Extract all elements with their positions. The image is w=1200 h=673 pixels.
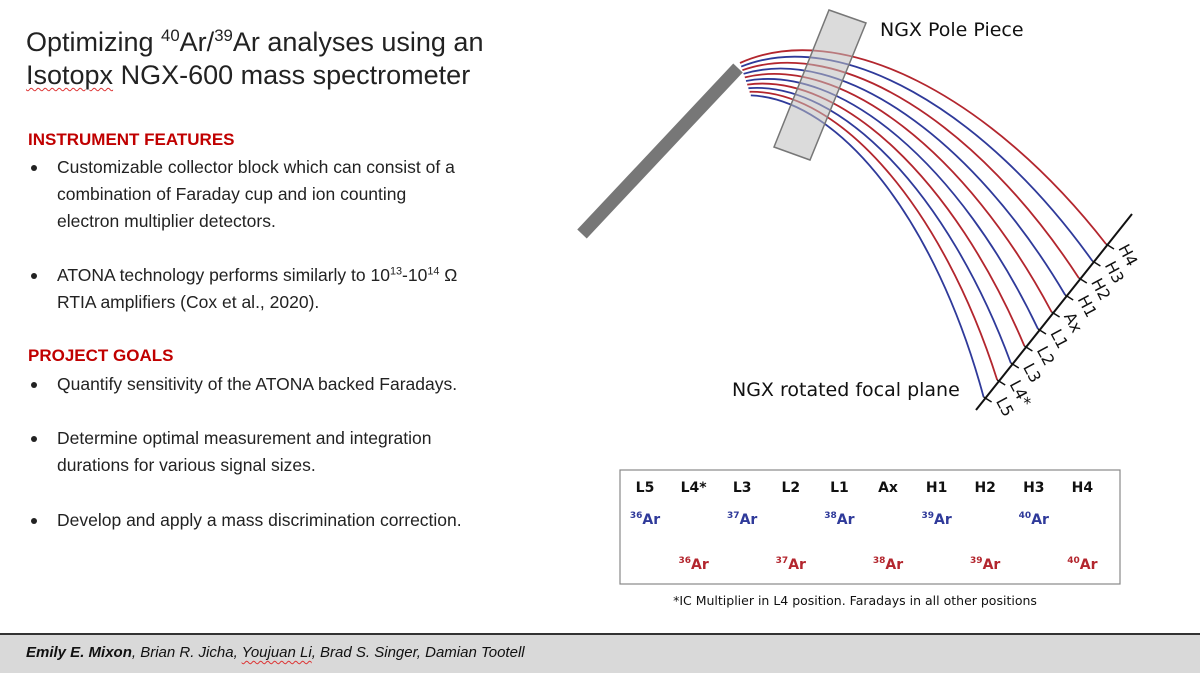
bullet-text: durations for various signal sizes.: [57, 455, 316, 475]
ion-beam: [747, 82, 1026, 347]
sup: 14: [427, 265, 440, 278]
mass-number: 38: [824, 511, 837, 521]
ion-beam: [740, 55, 1094, 262]
bullet-text: Quantify sensitivity of the ATONA backed…: [57, 374, 458, 394]
focal-plane-label: NGX rotated focal plane: [732, 379, 960, 401]
table-header: Ax: [878, 480, 898, 496]
isotope: 36Ar: [678, 556, 708, 573]
table-header: H4: [1072, 480, 1094, 496]
table-box: [619, 469, 1121, 585]
ion-beam: [750, 94, 985, 398]
isotope: 40Ar: [1067, 556, 1097, 573]
diagram: NGX Pole Piece NGX rotated focal plane H…: [577, 9, 1142, 608]
author: Youjuan Li: [241, 644, 312, 661]
table-header: H3: [1023, 480, 1044, 496]
mass-number: 36: [630, 511, 643, 521]
ion-beam: [739, 49, 1107, 245]
table-header: H1: [926, 480, 947, 496]
bullet: [31, 518, 37, 524]
title-text: NGX-600 mass spectrometer: [113, 60, 471, 90]
footer: Emily E. Mixon, Brian R. Jicha, Youjuan …: [0, 633, 1200, 673]
title-line: Optimizing 40Ar/39Ar analyses using an: [26, 26, 483, 58]
text: Ω: [439, 265, 458, 285]
element: Ar: [788, 557, 806, 573]
table-footnote: *IC Multiplier in L4 position. Faradays …: [673, 593, 1037, 608]
element: Ar: [934, 512, 952, 528]
pole-piece: [773, 9, 867, 161]
mass-number: 38: [873, 556, 886, 566]
isotope: 39Ar: [970, 556, 1000, 573]
mass-number: 39: [921, 511, 934, 521]
source-tube: [577, 63, 743, 239]
bullet: [31, 273, 37, 279]
table-header: H2: [974, 480, 995, 496]
element: Ar: [1080, 557, 1098, 573]
ion-beam: [749, 90, 999, 381]
pole-piece-label: NGX Pole Piece: [880, 19, 1024, 41]
ion-beam: [748, 87, 1012, 364]
beams: [739, 49, 1115, 403]
element: Ar: [885, 557, 903, 573]
mass-number: 40: [1067, 556, 1080, 566]
title-text: Ar analyses using an: [232, 27, 484, 58]
bullet: [31, 382, 37, 388]
text: -10: [402, 265, 428, 285]
focal-plane: [975, 213, 1133, 411]
authors: Emily E. Mixon, Brian R. Jicha, Youjuan …: [26, 644, 525, 661]
title-line: Isotopx NGX-600 mass spectrometer: [26, 60, 470, 91]
bullet-text: ATONA technology performs similarly to 1…: [57, 265, 457, 286]
sup: 13: [389, 265, 403, 278]
bullet-text: Determine optimal measurement and integr…: [57, 428, 432, 448]
title-sup: 39: [214, 26, 233, 45]
isotope: 40Ar: [1019, 511, 1049, 528]
bullet: [31, 436, 37, 442]
ion-beam: [745, 78, 1039, 330]
element: Ar: [740, 512, 758, 528]
element: Ar: [642, 512, 660, 528]
table-header: L4*: [681, 480, 708, 496]
element: Ar: [1031, 512, 1049, 528]
table-header: L3: [733, 480, 752, 496]
text: ATONA technology performs similarly to 1…: [57, 265, 390, 285]
bullet: [31, 165, 37, 171]
isotope: 39Ar: [921, 511, 951, 528]
mass-number: 36: [678, 556, 691, 566]
section-heading: PROJECT GOALS: [28, 346, 174, 365]
isotope: 38Ar: [873, 556, 903, 573]
author: , Brian R. Jicha,: [131, 644, 242, 661]
isotope: 36Ar: [630, 511, 660, 528]
title-text: Ar/: [179, 27, 215, 58]
table-header: L5: [636, 480, 655, 496]
ion-beam: [742, 61, 1080, 279]
table-header: L1: [830, 480, 849, 496]
table-header: L2: [781, 480, 800, 496]
isotope: 37Ar: [776, 556, 806, 573]
bullet-text: combination of Faraday cup and ion count…: [57, 184, 407, 204]
title-text: Isotopx: [26, 60, 114, 90]
bullet-text: Customizable collector block which can c…: [57, 157, 455, 177]
title-text: Optimizing: [26, 27, 162, 58]
author: , Brad S. Singer, Damian Tootell: [311, 644, 525, 661]
bullet-text: electron multiplier detectors.: [57, 211, 276, 231]
mass-number: 40: [1019, 511, 1032, 521]
ion-beam: [743, 67, 1066, 296]
isotope: 38Ar: [824, 511, 854, 528]
ion-beam: [744, 73, 1053, 313]
element: Ar: [983, 557, 1001, 573]
bullet-text: RTIA amplifiers (Cox et al., 2020).: [57, 292, 320, 312]
element: Ar: [837, 512, 855, 528]
author: Emily E. Mixon: [26, 644, 132, 661]
isotope: 37Ar: [727, 511, 757, 528]
mass-number: 37: [776, 556, 789, 566]
mass-number: 39: [970, 556, 983, 566]
title-sup: 40: [161, 26, 180, 45]
section-heading: INSTRUMENT FEATURES: [28, 130, 235, 149]
element: Ar: [691, 557, 709, 573]
mass-number: 37: [727, 511, 740, 521]
bullet-text: Develop and apply a mass discrimination …: [57, 510, 462, 530]
